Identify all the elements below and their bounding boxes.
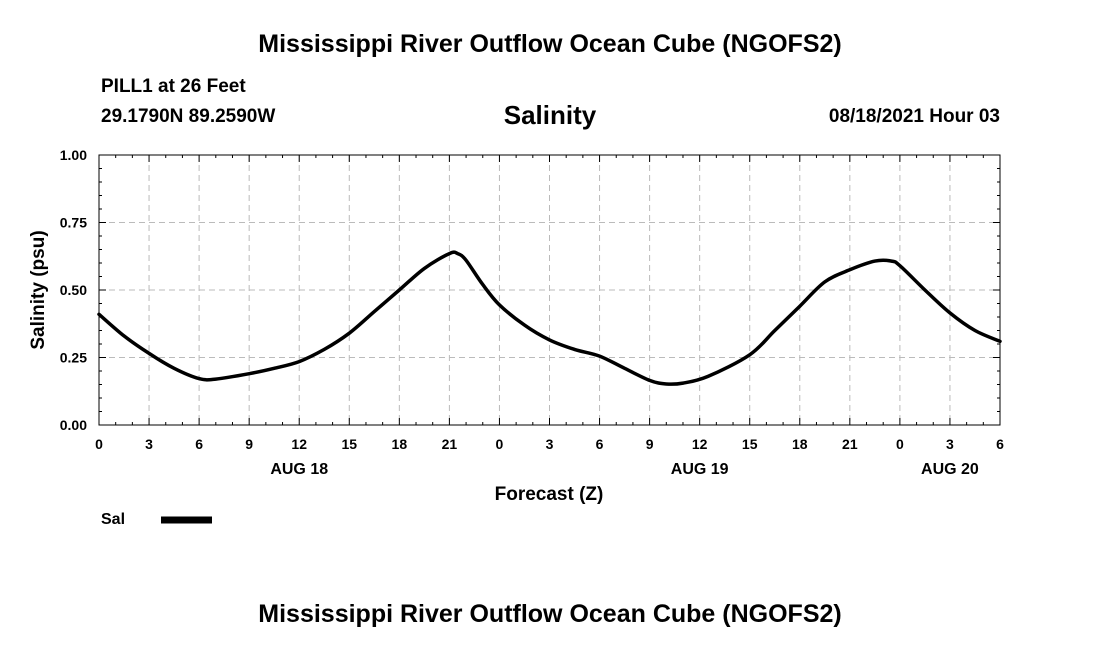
- chart-main-title: Mississippi River Outflow Ocean Cube (NG…: [258, 30, 842, 58]
- variable-title: Salinity: [503, 100, 597, 130]
- x-tick-label: 18: [792, 436, 808, 452]
- y-tick-label: 1.00: [60, 147, 87, 163]
- x-tick-label: 15: [341, 436, 357, 452]
- x-tick-label: 18: [392, 436, 408, 452]
- grid-lines: [99, 155, 1000, 425]
- x-tick-labels: 0 3 6 9 12 15 18 21 0 3 6 9 12 15 18 21 0 3 6: [95, 436, 1004, 452]
- y-axis-title: Salinity (psu): [28, 230, 49, 349]
- day-label: AUG 18: [270, 461, 328, 478]
- x-tick-label: 12: [692, 436, 708, 452]
- x-tick-label: 21: [442, 436, 458, 452]
- x-tick-label: 0: [496, 436, 504, 452]
- x-tick-label: 9: [646, 436, 654, 452]
- x-tick-label: 12: [291, 436, 307, 452]
- series-line-sal: [97, 250, 1002, 386]
- y-tick-labels: 0.00 0.25 0.50 0.75 1.00: [60, 147, 87, 433]
- y-tick-label: 0.25: [60, 350, 87, 366]
- y-tick-label: 0.00: [60, 417, 87, 433]
- x-tick-label: 3: [145, 436, 153, 452]
- forecast-datetime: 08/18/2021 Hour 03: [828, 106, 1000, 127]
- x-tick-label: 0: [95, 436, 103, 452]
- x-tick-label: 6: [596, 436, 604, 452]
- station-coordinates: 29.1790N 89.2590W: [101, 106, 276, 127]
- y-tick-label: 0.75: [60, 215, 87, 231]
- x-axis-title: Forecast (Z): [495, 484, 604, 505]
- x-tick-label: 3: [946, 436, 954, 452]
- x-tick-label: 3: [546, 436, 554, 452]
- day-labels: AUG 18 AUG 19 AUG 20: [270, 461, 979, 478]
- x-tick-label: 9: [245, 436, 253, 452]
- station-label: PILL1 at 26 Feet: [101, 76, 246, 97]
- axis-ticks: [98, 154, 1001, 426]
- x-tick-label: 21: [842, 436, 858, 452]
- x-tick-label: 6: [195, 436, 203, 452]
- x-tick-label: 15: [742, 436, 758, 452]
- y-tick-label: 0.50: [60, 282, 87, 298]
- day-label: AUG 20: [921, 461, 979, 478]
- legend-label: Sal: [101, 511, 125, 528]
- footer-title: Mississippi River Outflow Ocean Cube (NG…: [258, 600, 842, 628]
- day-label: AUG 19: [671, 461, 729, 478]
- x-tick-label: 6: [996, 436, 1004, 452]
- x-tick-label: 0: [896, 436, 904, 452]
